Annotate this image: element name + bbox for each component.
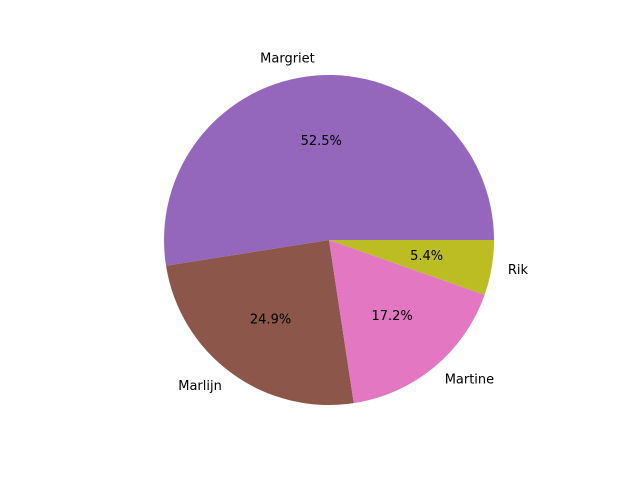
slice-label-rik: Rik [508, 263, 529, 278]
pie-slice-marlijn [166, 240, 354, 406]
pie-labels: Margriet 52.5% Marlijn 24.9% Martine 17.2% Rik… [178, 52, 528, 394]
pie-slice-rik [329, 240, 494, 295]
slice-percent-martine: 17.2% [371, 309, 412, 324]
pie-slice-margriet [163, 75, 494, 266]
slice-percent-marlijn: 24.9% [250, 312, 291, 327]
pie-slice-martine [329, 240, 485, 404]
slice-label-martine: Martine [445, 372, 494, 387]
slice-percent-rik: 5.4% [410, 249, 443, 264]
slice-label-margriet: Margriet [260, 52, 315, 67]
slice-label-marlijn: Marlijn [178, 379, 222, 394]
pie-slices [163, 75, 494, 406]
slice-percent-margriet: 52.5% [301, 134, 342, 149]
